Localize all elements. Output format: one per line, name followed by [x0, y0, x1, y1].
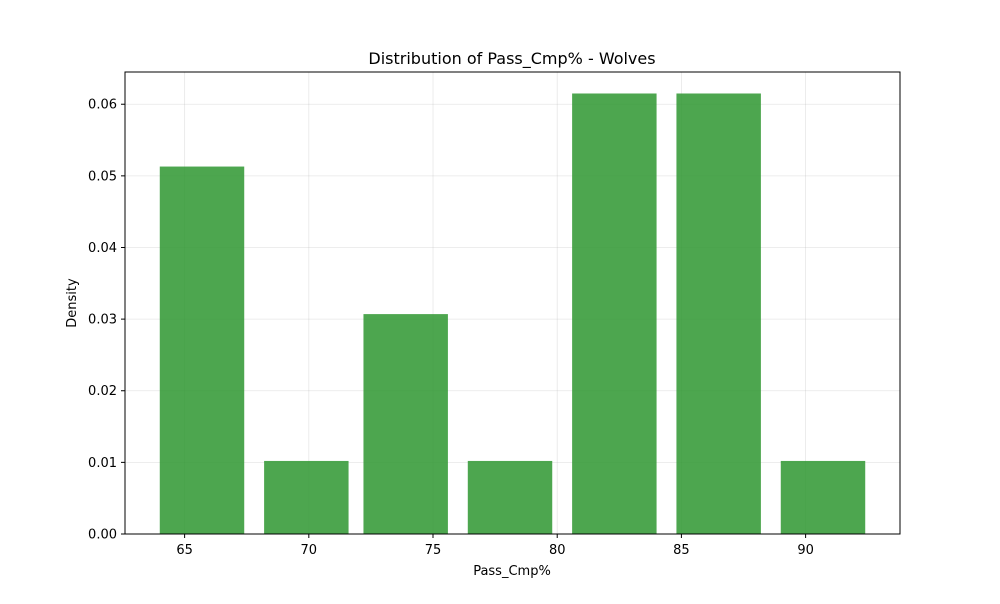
histogram-bar [780, 460, 866, 534]
chart-title: Distribution of Pass_Cmp% - Wolves [368, 49, 655, 69]
y-tick-label: 0.00 [88, 528, 117, 543]
x-axis-label: Pass_Cmp% [473, 564, 551, 579]
histogram-bar [572, 93, 657, 534]
histogram-bar [363, 314, 448, 534]
histogram-bar [264, 460, 349, 534]
x-tick-label: 85 [673, 543, 690, 558]
y-tick-label: 0.06 [88, 98, 117, 113]
histogram-bar [676, 93, 761, 534]
y-tick-label: 0.02 [88, 384, 117, 399]
x-tick-label: 90 [797, 543, 814, 558]
y-tick-label: 0.03 [88, 313, 117, 328]
histogram-bar [159, 166, 245, 535]
x-tick-label: 75 [425, 543, 442, 558]
ticks-layer: 65 70 75 80 85 90 0.00 0.01 0.02 0.03 0.04 0.05 0.06 [88, 98, 814, 558]
x-tick-label: 65 [176, 543, 193, 558]
y-tick-label: 0.05 [88, 169, 117, 184]
x-tick-label: 70 [301, 543, 318, 558]
plot-frame [124, 71, 901, 535]
bars-layer [159, 93, 866, 535]
histogram-bar [467, 460, 553, 534]
y-tick-label: 0.04 [88, 241, 117, 256]
y-axis-label: Density [65, 278, 80, 328]
y-tick-label: 0.01 [88, 456, 117, 471]
x-tick-label: 80 [549, 543, 566, 558]
